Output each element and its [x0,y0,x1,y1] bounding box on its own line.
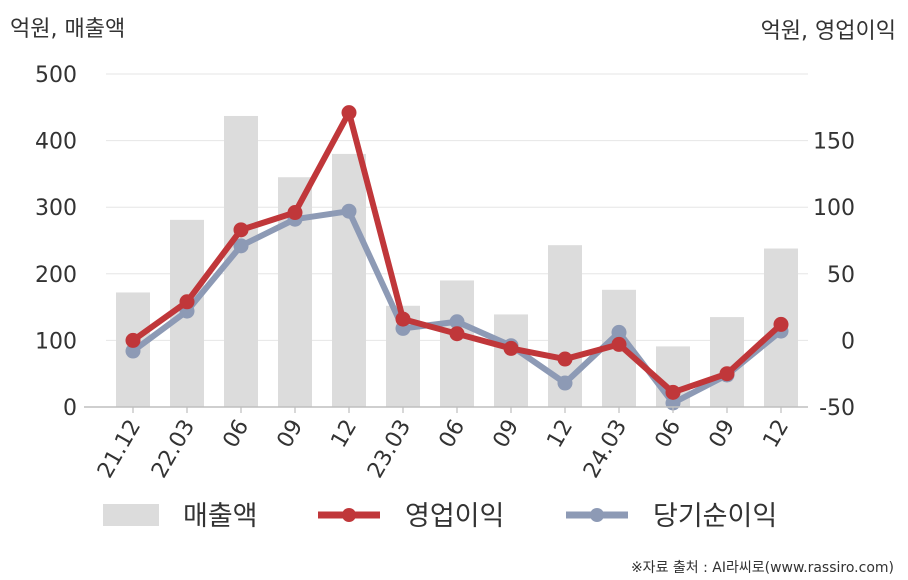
right-tick-label: 50 [827,263,855,288]
point-net-income [557,375,573,391]
point-operating-profit [557,351,573,367]
left-tick-label: 400 [35,130,77,155]
point-operating-profit [341,105,357,121]
point-net-income [233,238,249,254]
legend: 매출액 영업이익 당기순이익 [103,501,777,532]
bar-revenue [440,280,474,407]
axes: 0 100 200 300 400 500 -50 0 50 100 150 21.12 22.03 06… [35,63,855,483]
right-tick-label: 150 [813,130,855,155]
point-operating-profit [719,366,735,382]
left-axis-label: 억원, 매출액 [10,17,125,42]
point-operating-profit [449,326,465,342]
left-tick-label: 200 [35,263,77,288]
bar-revenue [494,314,528,407]
x-tick-label: 12 [759,416,795,453]
legend-marker-operating-profit [342,508,356,522]
gridlines [106,73,808,341]
legend-label-operating-profit: 영업이익 [405,501,504,532]
point-operating-profit [287,205,303,221]
x-tick-label: 23.03 [363,416,416,483]
bar-series [116,115,798,407]
x-tick-label: 09 [273,416,309,453]
x-tick-label: 24.03 [579,416,632,483]
legend-swatch-revenue [103,504,159,526]
x-tick-label: 12 [543,416,579,453]
point-net-income [449,314,465,330]
legend-marker-net-income [590,508,604,522]
point-operating-profit [611,336,627,352]
point-net-income [341,203,357,219]
point-operating-profit [125,332,141,348]
point-net-income [125,343,141,359]
legend-label-revenue: 매출액 [183,501,258,532]
right-tick-label: 100 [813,196,855,221]
right-tick-label: 0 [841,329,855,354]
point-operating-profit [179,294,195,310]
point-operating-profit [233,222,249,238]
legend-label-net-income: 당기순이익 [653,501,777,532]
x-tick-label: 06 [435,416,471,453]
left-tick-label: 500 [35,63,77,88]
left-tick-label: 0 [63,396,77,421]
source-note: ※자료 출처 : AI라씨로(www.rassiro.com) [631,560,894,576]
x-tick-label: 22.03 [147,416,200,483]
line-series [125,105,789,411]
x-tick-label: 09 [705,416,741,453]
point-operating-profit [773,316,789,332]
point-operating-profit [665,384,681,400]
x-tick-label: 12 [327,416,363,453]
point-operating-profit [395,311,411,327]
x-tick-label: 09 [489,416,525,453]
point-net-income [611,324,627,340]
bar-revenue [332,153,366,407]
left-tick-label: 100 [35,329,77,354]
left-tick-label: 300 [35,196,77,221]
x-tick-label: 21.12 [93,416,146,483]
right-axis-label: 억원, 영업이익 [761,19,896,44]
right-tick-label: -50 [819,396,855,421]
point-operating-profit [503,340,519,356]
x-tick-label: 06 [219,416,255,453]
x-tick-label: 06 [651,416,687,453]
